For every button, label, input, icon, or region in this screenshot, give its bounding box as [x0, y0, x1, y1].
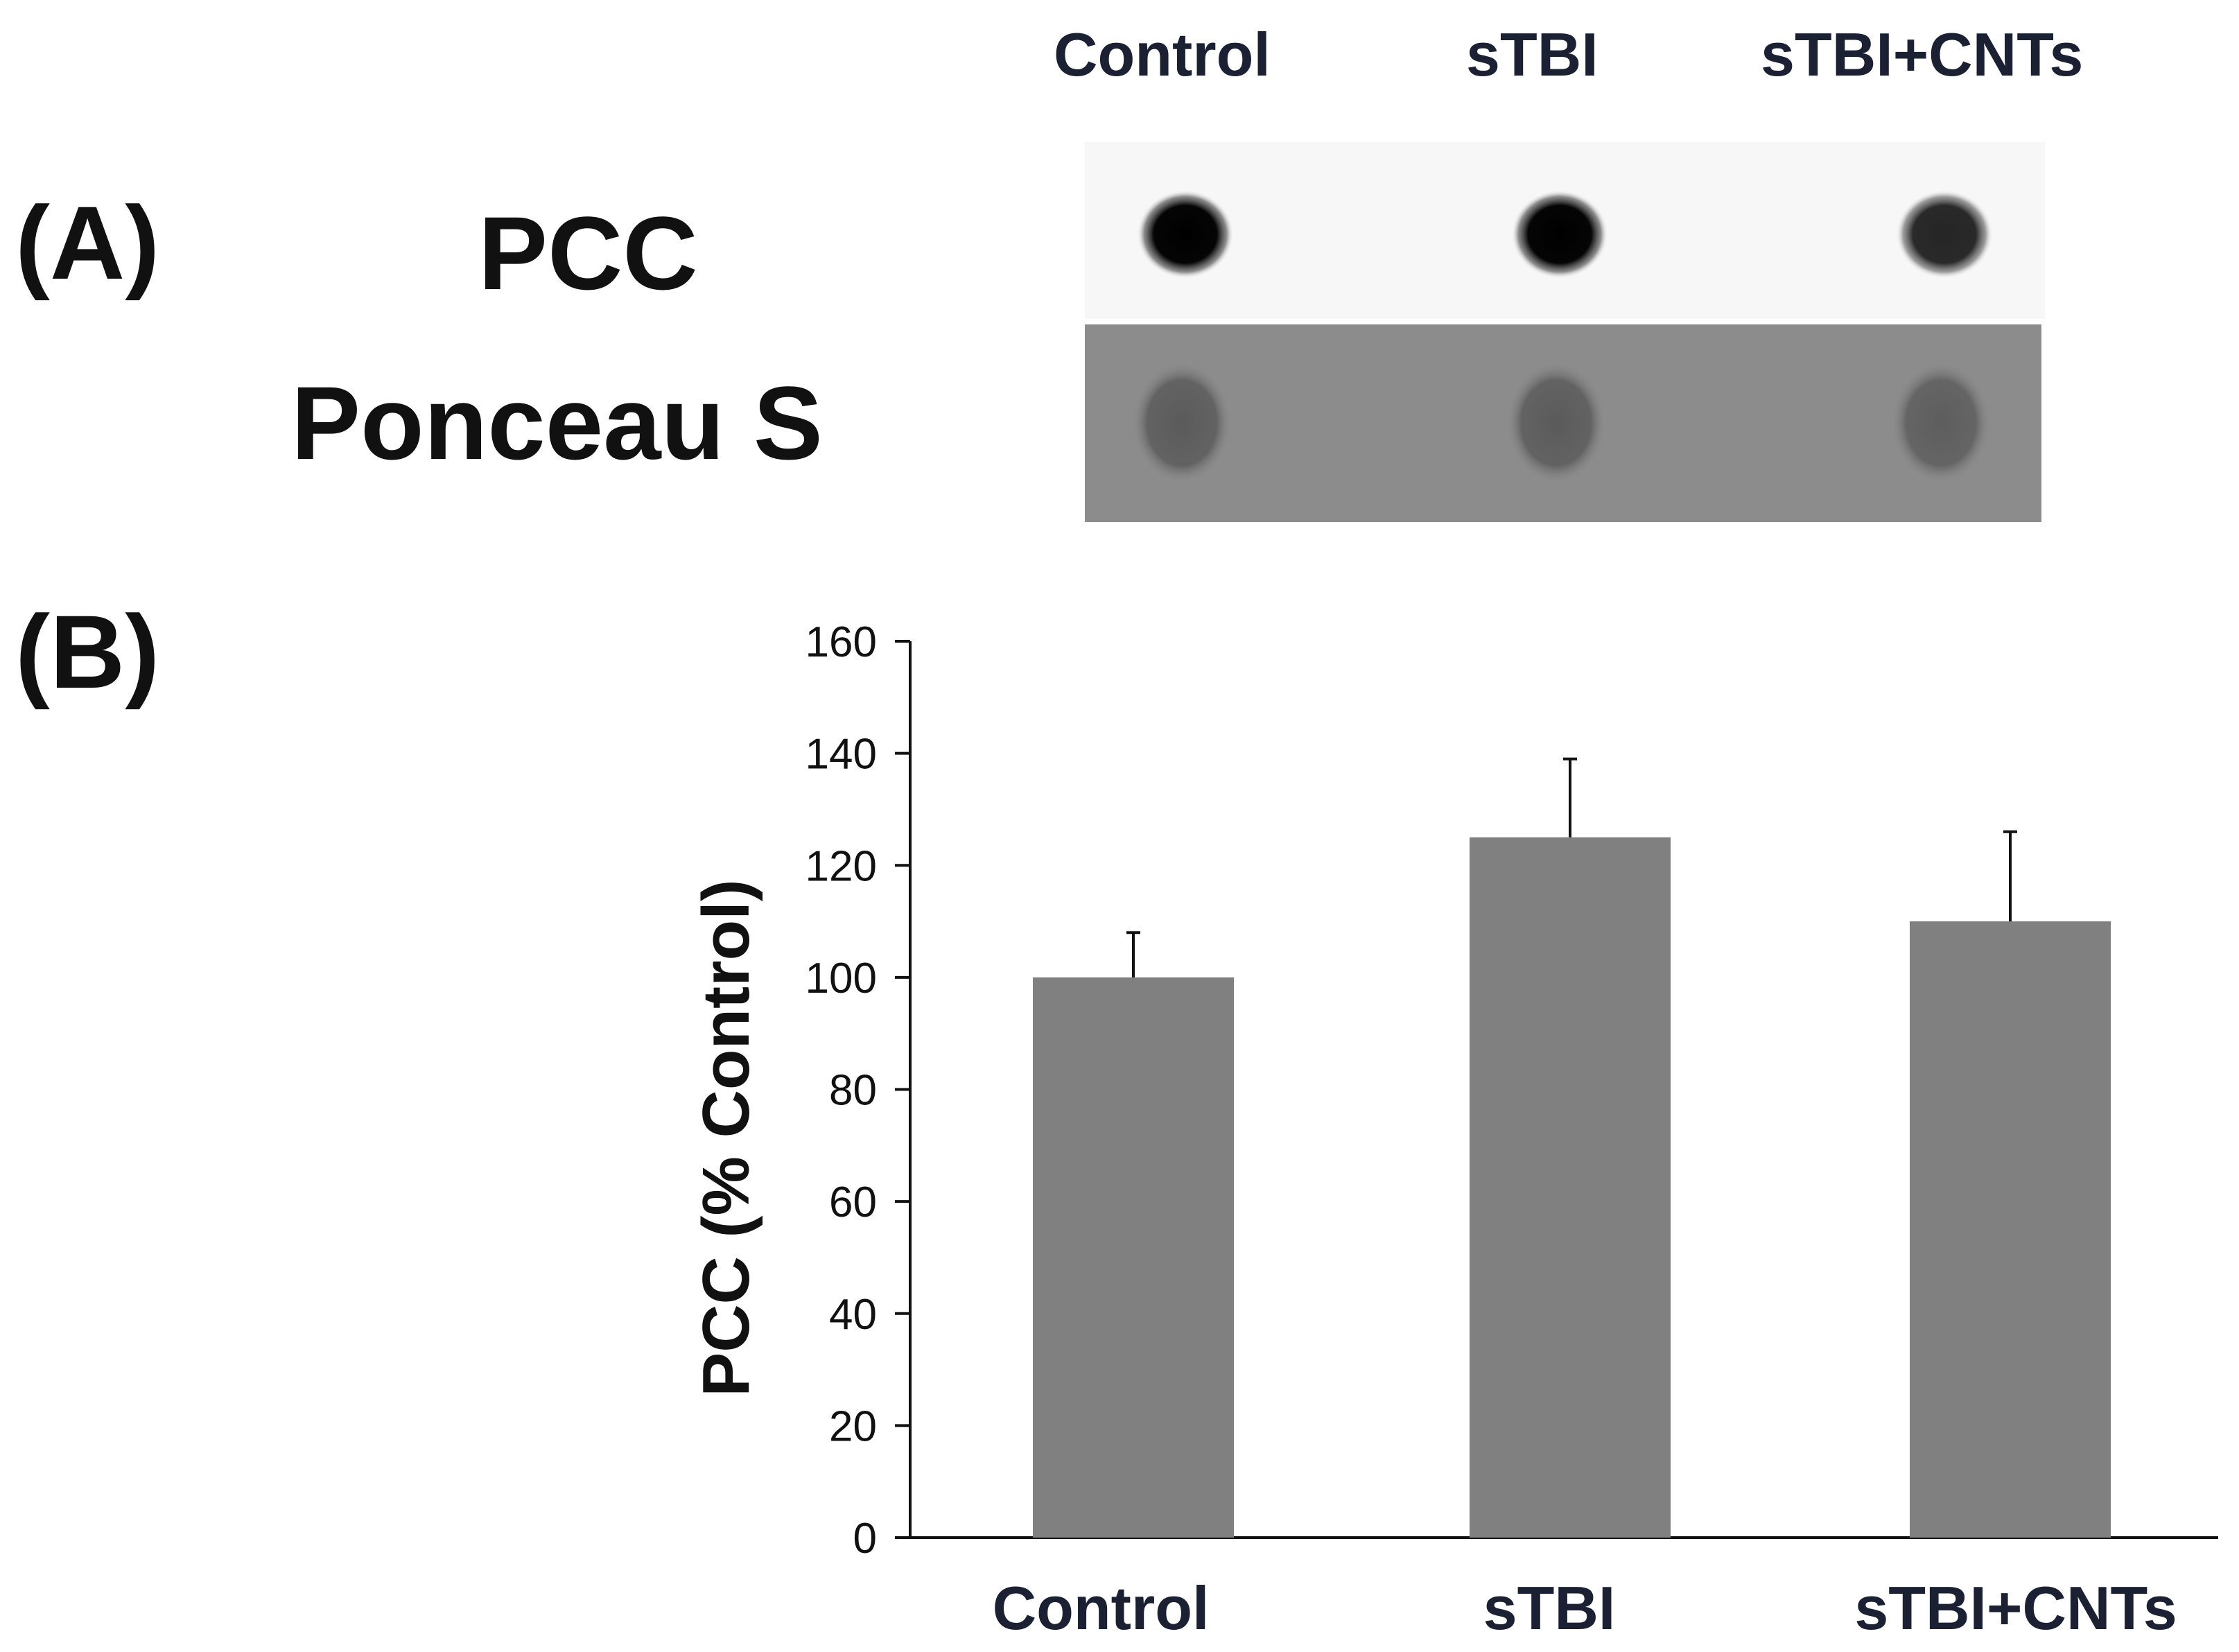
y-tick-label: 160: [805, 618, 877, 666]
y-tick-label: 0: [853, 1515, 877, 1563]
y-axis-label: PCC (% Control): [689, 879, 763, 1397]
row-label-pcc: PCC: [478, 195, 698, 311]
bar-control: [1033, 977, 1234, 1538]
ponceau-spot-1: [1132, 362, 1232, 484]
lane-label-control: Control: [1054, 20, 1271, 89]
pcc-spot-2: [1511, 190, 1608, 279]
y-tick-label: 120: [805, 842, 877, 890]
panel-b-label: (B): [15, 593, 160, 710]
bar-chart: 0 20 40 60 80 100 120 140 160 Control sTBI sTBI+CN…: [689, 618, 2218, 1642]
y-tick-label: 40: [829, 1291, 877, 1339]
pcc-spot-3: [1896, 190, 1993, 279]
ponceau-spot-2: [1506, 362, 1606, 484]
pcc-spots: [1137, 190, 1993, 279]
bars: [1033, 837, 2111, 1538]
error-bars: [1126, 757, 2017, 977]
x-category-label: sTBI: [1483, 1574, 1616, 1642]
y-tick-label: 140: [805, 731, 877, 779]
y-ticks: 0 20 40 60 80 100 120 140 160: [805, 618, 910, 1563]
category-labels: Control sTBI sTBI+CNTs: [993, 1574, 2177, 1642]
bar-stbi-cnts: [1910, 921, 2111, 1538]
y-tick-label: 60: [829, 1179, 877, 1226]
y-tick-label: 80: [829, 1067, 877, 1115]
row-label-ponceau: Ponceau S: [291, 365, 823, 481]
lane-label-stbi: sTBI: [1466, 20, 1598, 89]
pcc-spot-1: [1137, 190, 1234, 279]
x-category-label: sTBI+CNTs: [1854, 1574, 2177, 1642]
bar-stbi: [1470, 837, 1671, 1538]
lane-label-stbi-cnts: sTBI+CNTs: [1761, 20, 2084, 89]
ponceau-spot-3: [1891, 362, 1991, 484]
y-tick-label: 20: [829, 1402, 877, 1450]
x-category-label: Control: [993, 1574, 1210, 1642]
panel-a-label: (A): [15, 184, 160, 301]
ponceau-spots: [1132, 362, 1991, 484]
y-tick-label: 100: [805, 955, 877, 1002]
